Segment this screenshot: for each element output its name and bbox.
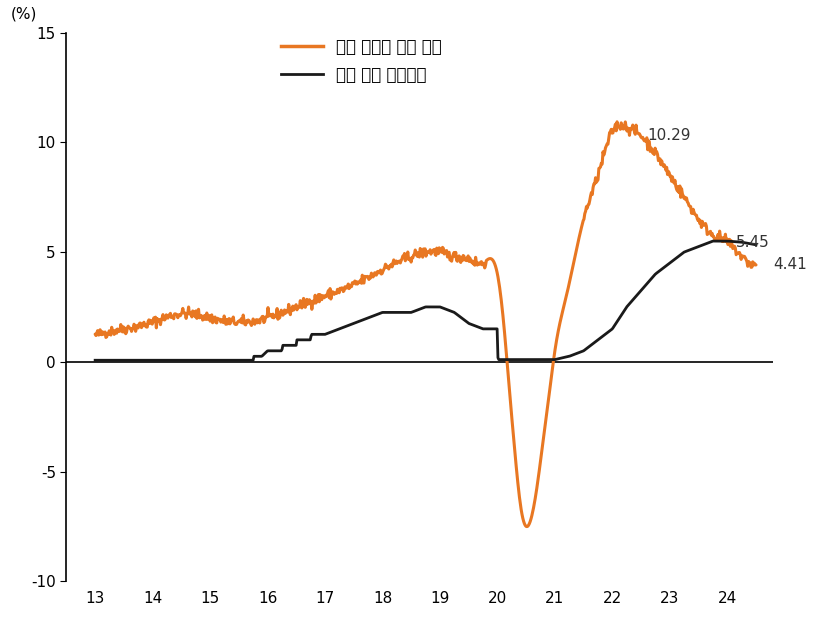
Y-axis label: (%): (%) <box>11 7 37 22</box>
Text: 5.45: 5.45 <box>736 235 769 250</box>
Legend: 미국 테일러 적정 금리, 미국 연준 정책금리: 미국 테일러 적정 금리, 미국 연준 정책금리 <box>273 30 450 93</box>
Text: 10.29: 10.29 <box>647 129 690 143</box>
Text: 4.41: 4.41 <box>774 258 807 273</box>
